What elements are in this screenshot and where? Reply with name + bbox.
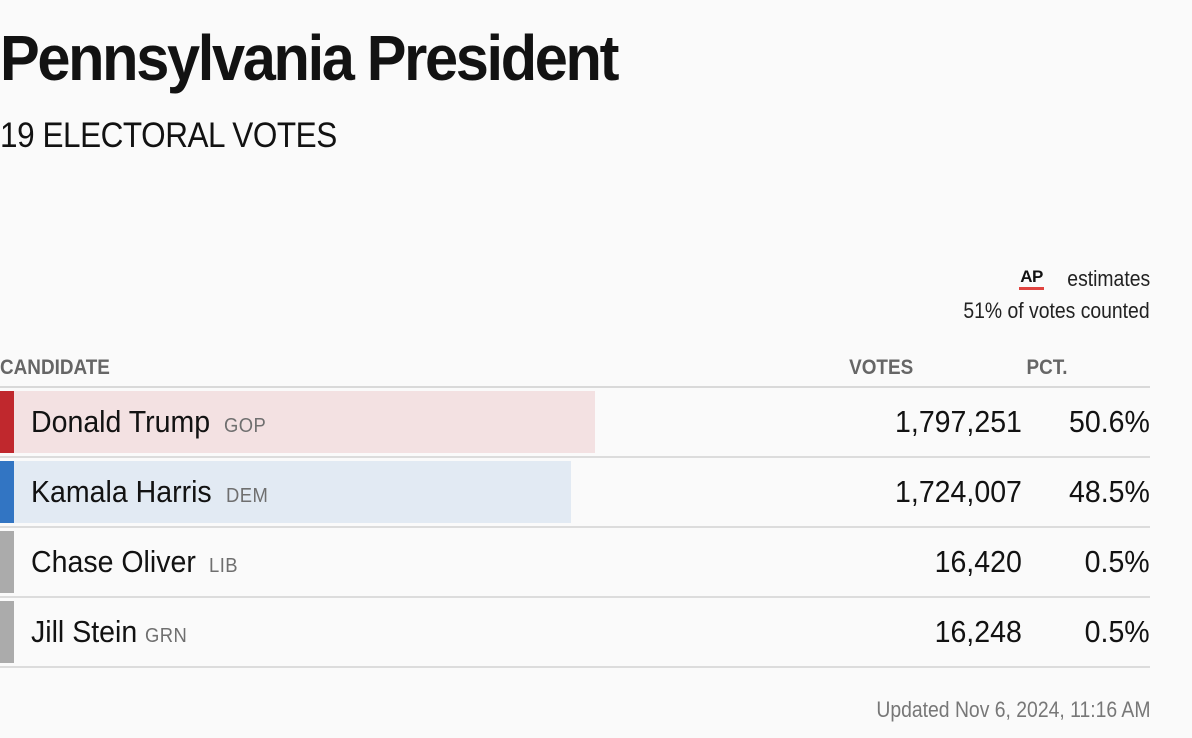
estimates-block: AP estimates 51% of votes counted [938,264,1150,326]
candidate-cell: Donald Trump GOP [0,387,842,458]
candidate-name: Chase Oliver [31,544,196,579]
votes-counted: 51% of votes counted [963,298,1150,323]
pct-cell: 0.5% [1022,597,1150,668]
pct-cell: 48.5% [1022,457,1150,528]
column-header-candidate: CANDIDATE [0,350,842,388]
candidate-cell: Chase Oliver LIB [0,527,842,598]
page-title: Pennsylvania President [0,22,619,94]
party-color-bar [0,531,14,593]
table-row: Kamala Harris DEM 1,724,007 48.5% [0,457,1150,528]
pct-cell: 0.5% [1022,527,1150,598]
electoral-votes-subtitle: 19 ELECTORAL VOTES [0,116,337,155]
ap-logo-icon: AP [1019,268,1044,290]
table-row: Donald Trump GOP 1,797,251 50.6% [0,387,1150,458]
candidate-name: Donald Trump [31,404,211,439]
table-header-row: CANDIDATE VOTES PCT. [0,350,1150,388]
candidate-cell: Jill Stein GRN [0,597,842,668]
vote-share-bar [14,461,571,523]
candidate-name: Kamala Harris [31,474,212,509]
pct-cell: 50.6% [1022,387,1150,458]
votes-cell: 1,797,251 [842,387,1022,458]
votes-cell: 16,248 [842,597,1022,668]
table-row: Jill Stein GRN 16,248 0.5% [0,597,1150,668]
party-label: GRN [144,625,188,647]
column-header-votes: VOTES [842,350,1022,388]
table-row: Chase Oliver LIB 16,420 0.5% [0,527,1150,598]
candidate-cell: Kamala Harris DEM [0,457,842,528]
party-label: GOP [224,415,267,437]
party-label: LIB [208,555,238,577]
column-header-pct: PCT. [1022,350,1150,388]
results-table: CANDIDATE VOTES PCT. Donald Trump GOP 1,… [0,350,1150,668]
party-label: DEM [225,485,269,507]
updated-timestamp: Updated Nov 6, 2024, 11:16 AM [875,697,1150,722]
vote-share-bar [14,391,595,453]
votes-cell: 16,420 [842,527,1022,598]
party-color-bar [0,391,14,453]
votes-cell: 1,724,007 [842,457,1022,528]
candidate-name: Jill Stein [31,614,138,649]
party-color-bar [0,461,14,523]
estimates-label: estimates [1067,266,1150,291]
party-color-bar [0,601,14,663]
